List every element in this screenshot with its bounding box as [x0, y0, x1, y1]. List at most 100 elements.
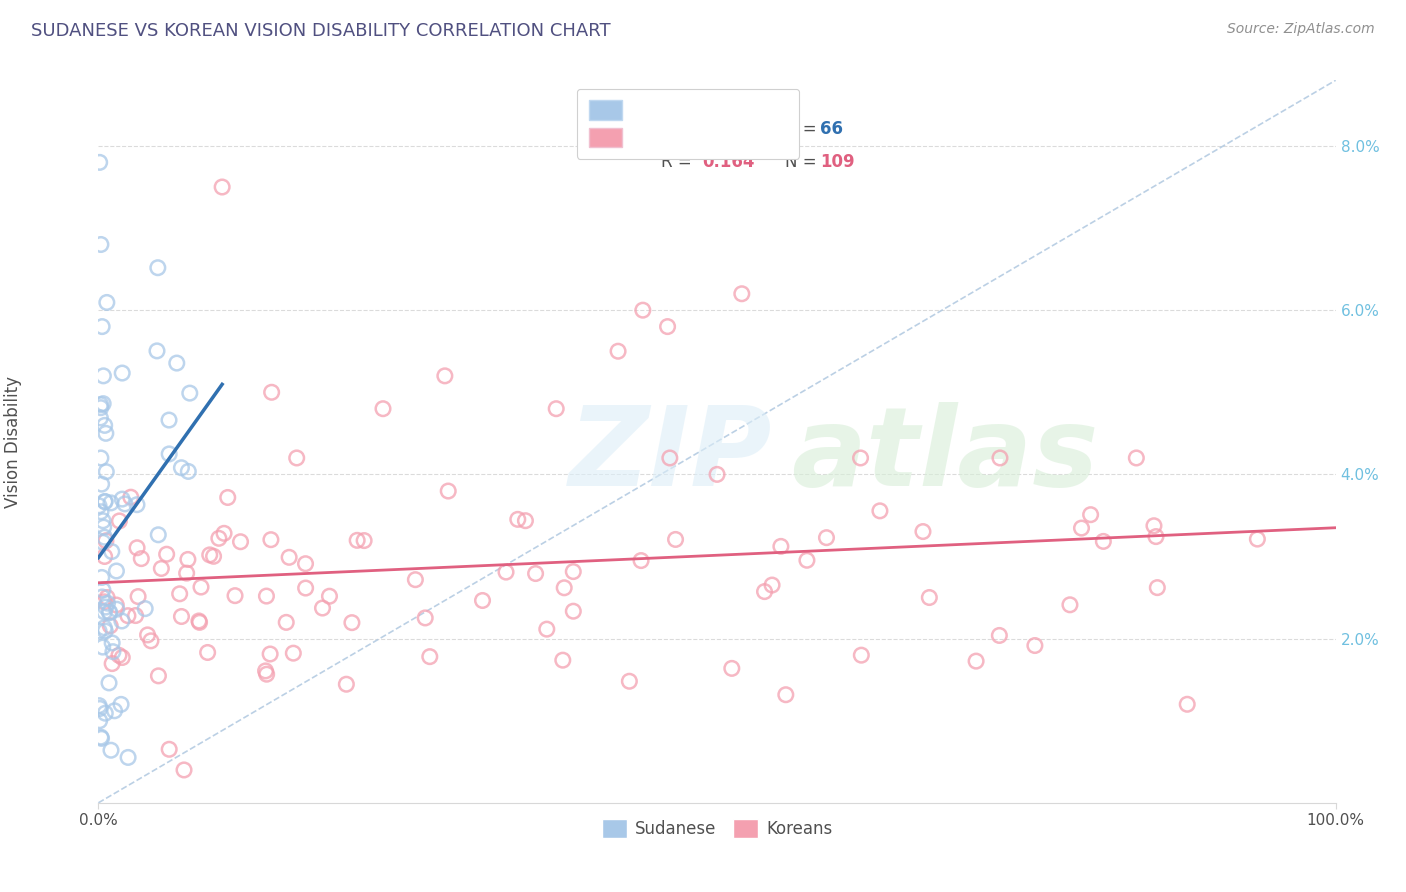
Point	[419, 649, 441, 664]
Text: 66: 66	[820, 120, 842, 138]
Point	[108, 514, 131, 528]
Point	[562, 604, 585, 618]
Point	[869, 504, 891, 518]
Point	[139, 633, 162, 648]
Point	[91, 514, 114, 528]
Point	[96, 295, 118, 310]
Point	[259, 647, 281, 661]
Point	[212, 526, 235, 541]
Point	[1143, 518, 1166, 533]
Point	[96, 596, 118, 610]
Point	[664, 533, 686, 547]
Point	[90, 731, 112, 746]
Point	[1146, 581, 1168, 595]
Point	[179, 386, 201, 401]
Point	[437, 483, 460, 498]
Point	[1144, 530, 1167, 544]
Point	[127, 590, 149, 604]
Point	[918, 591, 941, 605]
Point	[156, 547, 179, 561]
Point	[631, 303, 654, 318]
Point	[229, 534, 252, 549]
Point	[150, 561, 173, 575]
Point	[125, 498, 148, 512]
Point	[551, 653, 574, 667]
Point	[91, 397, 114, 411]
Point	[256, 667, 278, 681]
Point	[1246, 532, 1268, 546]
Point	[224, 589, 246, 603]
Point	[433, 368, 456, 383]
Point	[94, 533, 117, 548]
Point	[134, 601, 156, 615]
Point	[775, 688, 797, 702]
Point	[1080, 508, 1102, 522]
Point	[754, 584, 776, 599]
Point	[188, 615, 211, 630]
Point	[208, 531, 231, 545]
Point	[562, 565, 585, 579]
Point	[198, 548, 221, 562]
Point	[105, 602, 128, 616]
Point	[93, 549, 115, 564]
Point	[101, 636, 124, 650]
Point	[98, 619, 121, 633]
Point	[91, 535, 114, 549]
Point	[177, 552, 200, 566]
Point	[98, 676, 121, 690]
Point	[87, 624, 110, 638]
Point	[166, 356, 188, 370]
Point	[353, 533, 375, 548]
Point	[148, 528, 170, 542]
Point	[100, 496, 122, 510]
Point	[93, 368, 115, 383]
Text: 0.259: 0.259	[702, 120, 755, 138]
Point	[94, 426, 117, 441]
Text: atlas: atlas	[792, 402, 1098, 509]
Text: R =: R =	[661, 153, 697, 170]
Point	[506, 512, 529, 526]
Point	[117, 750, 139, 764]
Text: N =: N =	[785, 120, 823, 138]
Point	[114, 497, 136, 511]
Point	[111, 650, 134, 665]
Point	[129, 551, 152, 566]
Point	[125, 541, 148, 555]
Point	[89, 701, 111, 715]
Point	[101, 645, 124, 659]
Point	[108, 648, 131, 663]
Point	[256, 589, 278, 603]
Point	[404, 573, 426, 587]
Point	[93, 605, 115, 619]
Point	[211, 180, 233, 194]
Point	[311, 601, 333, 615]
Point	[278, 550, 301, 565]
Point	[94, 624, 117, 638]
Point	[285, 450, 308, 465]
Point	[90, 237, 112, 252]
Point	[197, 645, 219, 659]
Point	[217, 491, 239, 505]
Point	[294, 557, 316, 571]
Point	[91, 640, 114, 654]
Point	[1125, 450, 1147, 465]
Y-axis label: Vision Disability: Vision Disability	[4, 376, 22, 508]
Point	[769, 540, 792, 554]
Point	[177, 465, 200, 479]
Point	[413, 611, 436, 625]
Point	[157, 447, 180, 461]
Point	[911, 524, 934, 539]
Point	[93, 530, 115, 544]
Point	[96, 465, 118, 479]
Point	[146, 343, 169, 358]
Point	[170, 609, 193, 624]
Point	[546, 401, 568, 416]
Point	[103, 704, 125, 718]
Point	[90, 730, 112, 744]
Point	[815, 531, 838, 545]
Point	[761, 578, 783, 592]
Point	[90, 450, 112, 465]
Point	[346, 533, 368, 548]
Point	[90, 401, 112, 415]
Point	[340, 615, 363, 630]
